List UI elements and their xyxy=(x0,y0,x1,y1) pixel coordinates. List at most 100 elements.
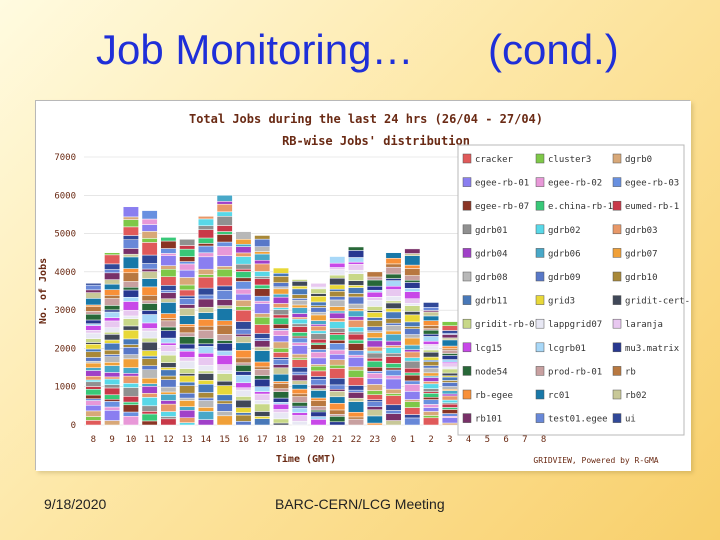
bar-segment xyxy=(160,237,177,242)
bar-segment xyxy=(423,311,440,317)
bar-segment xyxy=(348,293,364,298)
bar-segment xyxy=(366,378,383,385)
bar-segment xyxy=(179,350,196,358)
bar-segment xyxy=(404,417,421,426)
bar-segment xyxy=(423,361,440,366)
bar-segment xyxy=(348,308,364,312)
bar-segment xyxy=(329,409,346,415)
bar-segment xyxy=(141,268,158,272)
bar-segment xyxy=(366,332,383,339)
bar-segment xyxy=(141,386,158,394)
bar-segment xyxy=(254,284,271,289)
bar-segment xyxy=(404,384,421,392)
bar-segment xyxy=(441,321,458,326)
bar-segment xyxy=(273,418,289,424)
bar-segment xyxy=(385,296,402,302)
x-tick-label: 14 xyxy=(201,435,212,445)
legend-label: gridit-rb-01 xyxy=(475,320,540,330)
bar-segment xyxy=(273,273,289,277)
bar-segment xyxy=(423,411,440,416)
bar-segment xyxy=(385,280,402,287)
bar-segment xyxy=(104,398,121,402)
bar-segment xyxy=(235,243,252,247)
bar-segment xyxy=(310,376,327,380)
bar-segment xyxy=(179,289,196,297)
bar-segment xyxy=(122,287,139,291)
bar-segment xyxy=(329,284,346,290)
x-tick-label: 13 xyxy=(182,435,193,445)
bar-segment xyxy=(179,397,196,401)
bar-segment xyxy=(348,264,364,271)
bar-segment xyxy=(122,347,139,355)
bar-segment xyxy=(235,246,252,254)
bar-segment xyxy=(441,386,458,390)
bar-segment xyxy=(348,401,364,413)
bar-segment xyxy=(273,367,289,375)
bar-segment xyxy=(273,359,289,365)
bar-segment xyxy=(235,288,252,295)
bar-segment xyxy=(441,390,458,395)
bar-segment xyxy=(441,363,458,368)
bar-segment xyxy=(366,350,383,354)
bar-segment xyxy=(235,328,252,335)
legend-label: eumed-rb-1 xyxy=(625,202,679,212)
bar-segment xyxy=(254,251,271,255)
bar-segment xyxy=(216,394,233,402)
legend-label: node54 xyxy=(475,367,508,377)
bar-segment xyxy=(423,407,440,412)
bar-segment xyxy=(441,366,458,370)
bar-segment xyxy=(310,388,327,391)
bar-segment xyxy=(310,411,327,417)
x-tick-label: 12 xyxy=(163,435,174,445)
bar-segment xyxy=(160,362,177,368)
bar-segment xyxy=(104,272,121,280)
bar-segment xyxy=(366,390,383,395)
bar-segment xyxy=(441,399,458,404)
bar-segment xyxy=(423,349,440,353)
bar-segment xyxy=(179,406,196,411)
bar-segment xyxy=(348,287,364,294)
bar-segment xyxy=(310,324,327,327)
bar-segment xyxy=(291,342,308,346)
bar-segment xyxy=(310,311,327,316)
bar-segment xyxy=(348,273,364,281)
bar-segment xyxy=(366,306,383,311)
bar-segment xyxy=(404,328,421,335)
slide-title-main: Job Monitoring… xyxy=(96,26,414,73)
legend-label: grid3 xyxy=(548,297,575,307)
bar-segment xyxy=(441,380,458,383)
bar-segment xyxy=(254,400,271,405)
x-tick-label: 22 xyxy=(351,435,362,445)
bar-segment xyxy=(310,286,327,290)
bar-segment xyxy=(160,369,177,377)
bar-segment xyxy=(404,372,421,376)
bar-segment xyxy=(122,216,139,220)
bar-segment xyxy=(254,276,271,279)
bar-segment xyxy=(122,375,139,384)
bar-segment xyxy=(329,343,346,351)
bar-segment xyxy=(404,253,421,256)
bar-segment xyxy=(235,299,252,307)
legend-swatch xyxy=(612,271,622,282)
bar-segment xyxy=(122,325,139,331)
bar-segment xyxy=(216,231,233,235)
bar-segment xyxy=(273,267,289,274)
bar-segment xyxy=(197,411,214,420)
legend-label: test01.egee xyxy=(548,415,608,425)
bar-segment xyxy=(122,235,139,240)
legend-label: egee-rb-01 xyxy=(475,179,529,189)
chart-title: Total Jobs during the last 24 hrs (26/04… xyxy=(189,112,543,126)
bar-segment xyxy=(104,420,121,426)
bar-segment xyxy=(122,248,139,255)
bar-segment xyxy=(273,314,289,319)
legend-label: mu3.matrix xyxy=(625,344,680,354)
bar-segment xyxy=(348,357,364,368)
bar-segment xyxy=(197,329,214,339)
bar-segment xyxy=(385,266,402,275)
bar-segment xyxy=(122,219,139,228)
bar-segment xyxy=(254,369,271,376)
bar-segment xyxy=(104,376,121,380)
bar-segment xyxy=(404,391,421,400)
bar-segment xyxy=(273,307,289,310)
bar-segment xyxy=(122,318,139,327)
